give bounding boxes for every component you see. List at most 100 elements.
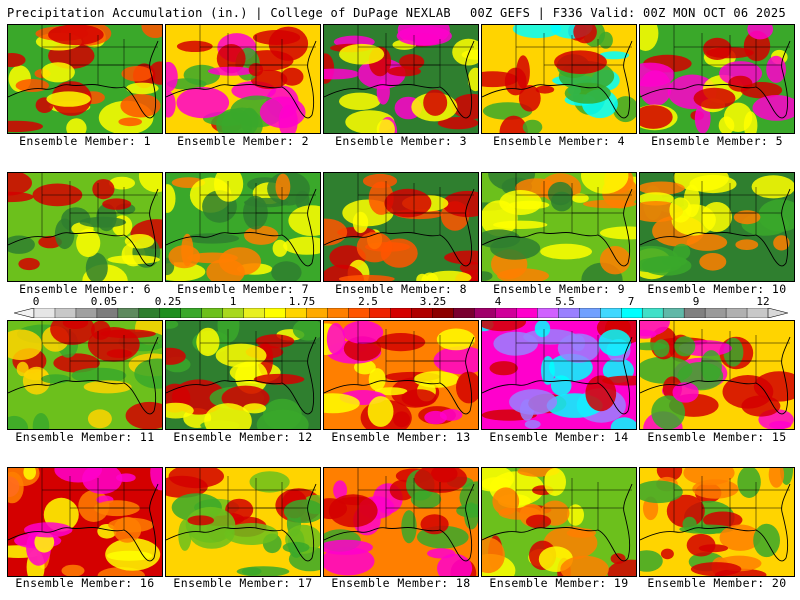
- precip-blob: [207, 66, 255, 76]
- ensemble-map-panel: [7, 24, 163, 134]
- precip-map: [166, 173, 320, 281]
- colorbar-tick-label: 1.75: [288, 295, 316, 308]
- precip-blob: [354, 360, 376, 375]
- precip-blob: [225, 498, 254, 521]
- precip-blob: [121, 66, 153, 82]
- precip-blob: [342, 321, 384, 344]
- colorbar-swatch: [159, 308, 182, 318]
- precip-blob: [41, 374, 71, 384]
- precip-blob: [728, 75, 753, 92]
- colorbar-swatch: [75, 308, 98, 318]
- precip-blob: [76, 228, 101, 258]
- precip-blob: [268, 26, 309, 61]
- precip-blob: [244, 225, 279, 245]
- precip-blob: [166, 347, 186, 365]
- precip-blob: [120, 93, 161, 118]
- precip-blob: [610, 417, 636, 429]
- precip-map: [324, 468, 478, 576]
- ensemble-map-panel: [323, 320, 479, 430]
- precip-blob: [41, 62, 75, 83]
- precip-blob: [100, 329, 156, 339]
- precip-blob: [518, 85, 541, 112]
- member-label: Ensemble Member: 20: [647, 576, 787, 590]
- precip-blob: [585, 375, 617, 412]
- precip-blob: [682, 516, 697, 532]
- precip-blob: [166, 91, 176, 118]
- precip-blob: [773, 235, 790, 251]
- precip-blob: [255, 334, 295, 349]
- precip-blob: [181, 233, 194, 267]
- precip-map: [482, 468, 636, 576]
- state-borders: [357, 173, 474, 237]
- ensemble-map-panel: [481, 467, 637, 577]
- precip-blob: [66, 118, 87, 133]
- precip-blob: [87, 409, 112, 429]
- state-borders: [357, 468, 474, 532]
- precip-map: [166, 321, 320, 429]
- precip-blob: [339, 43, 385, 65]
- precip-blob: [242, 403, 267, 414]
- precip-blob: [356, 232, 393, 263]
- state-borders: [515, 321, 632, 385]
- precip-blob: [489, 361, 518, 376]
- member-label: Ensemble Member: 4: [493, 134, 625, 148]
- precip-map: [640, 25, 794, 133]
- precip-blob: [326, 323, 345, 355]
- precip-blob: [253, 373, 305, 385]
- precip-blob: [367, 396, 394, 427]
- precip-blob: [413, 371, 460, 388]
- member-label: Ensemble Member: 11: [15, 430, 155, 444]
- precip-blob: [482, 271, 493, 281]
- precip-blob: [702, 511, 743, 529]
- precip-blob: [768, 468, 785, 488]
- precip-blob: [53, 353, 100, 373]
- precip-blob: [567, 504, 584, 526]
- precip-blob: [384, 188, 432, 218]
- precip-blob: [666, 494, 705, 528]
- colorbar-swatch: [327, 308, 350, 318]
- state-borders: [199, 321, 316, 385]
- precip-blob: [187, 515, 214, 526]
- precip-blob: [640, 25, 659, 51]
- precip-blob: [396, 26, 452, 46]
- precip-blob: [24, 522, 73, 538]
- state-borders: [41, 468, 158, 532]
- colorbar-swatch: [33, 308, 56, 318]
- precip-blob: [48, 25, 104, 46]
- precip-blob: [249, 471, 290, 493]
- precip-blob: [420, 514, 449, 535]
- precip-blob: [598, 31, 613, 49]
- precip-blob: [651, 395, 686, 429]
- precip-blob: [125, 401, 162, 429]
- precip-blob: [168, 468, 224, 489]
- precip-blob: [324, 218, 348, 246]
- precip-blob: [459, 481, 478, 514]
- member-label: Ensemble Member: 2: [177, 134, 309, 148]
- precip-blob: [236, 566, 290, 576]
- state-borders: [515, 468, 632, 532]
- precip-blob: [743, 111, 758, 133]
- precip-blob: [719, 524, 761, 551]
- precip-blob: [32, 413, 50, 429]
- ensemble-map-panel: [639, 24, 795, 134]
- precip-blob: [126, 82, 159, 95]
- colorbar-max-arrow: [767, 308, 788, 318]
- colorbar-swatch: [537, 308, 559, 318]
- precip-blob: [424, 410, 447, 425]
- precip-blob: [376, 79, 390, 105]
- colorbar-tick-label: 9: [692, 295, 700, 308]
- precip-blob: [401, 389, 437, 407]
- product-title: Precipitation Accumulation (in.) | Colle…: [7, 6, 451, 20]
- precip-map: [482, 321, 636, 429]
- member-label: Ensemble Member: 16: [15, 576, 155, 590]
- state-borders: [673, 173, 790, 237]
- precip-blob: [599, 246, 631, 275]
- member-label: Ensemble Member: 15: [647, 430, 787, 444]
- colorbar-swatch: [243, 308, 266, 318]
- precip-map: [8, 173, 162, 281]
- colorbar-swatch: [600, 308, 622, 318]
- precip-blob: [689, 174, 737, 194]
- colorbar-swatch: [306, 308, 329, 318]
- precip-blob: [482, 537, 505, 574]
- precip-blob: [92, 179, 115, 200]
